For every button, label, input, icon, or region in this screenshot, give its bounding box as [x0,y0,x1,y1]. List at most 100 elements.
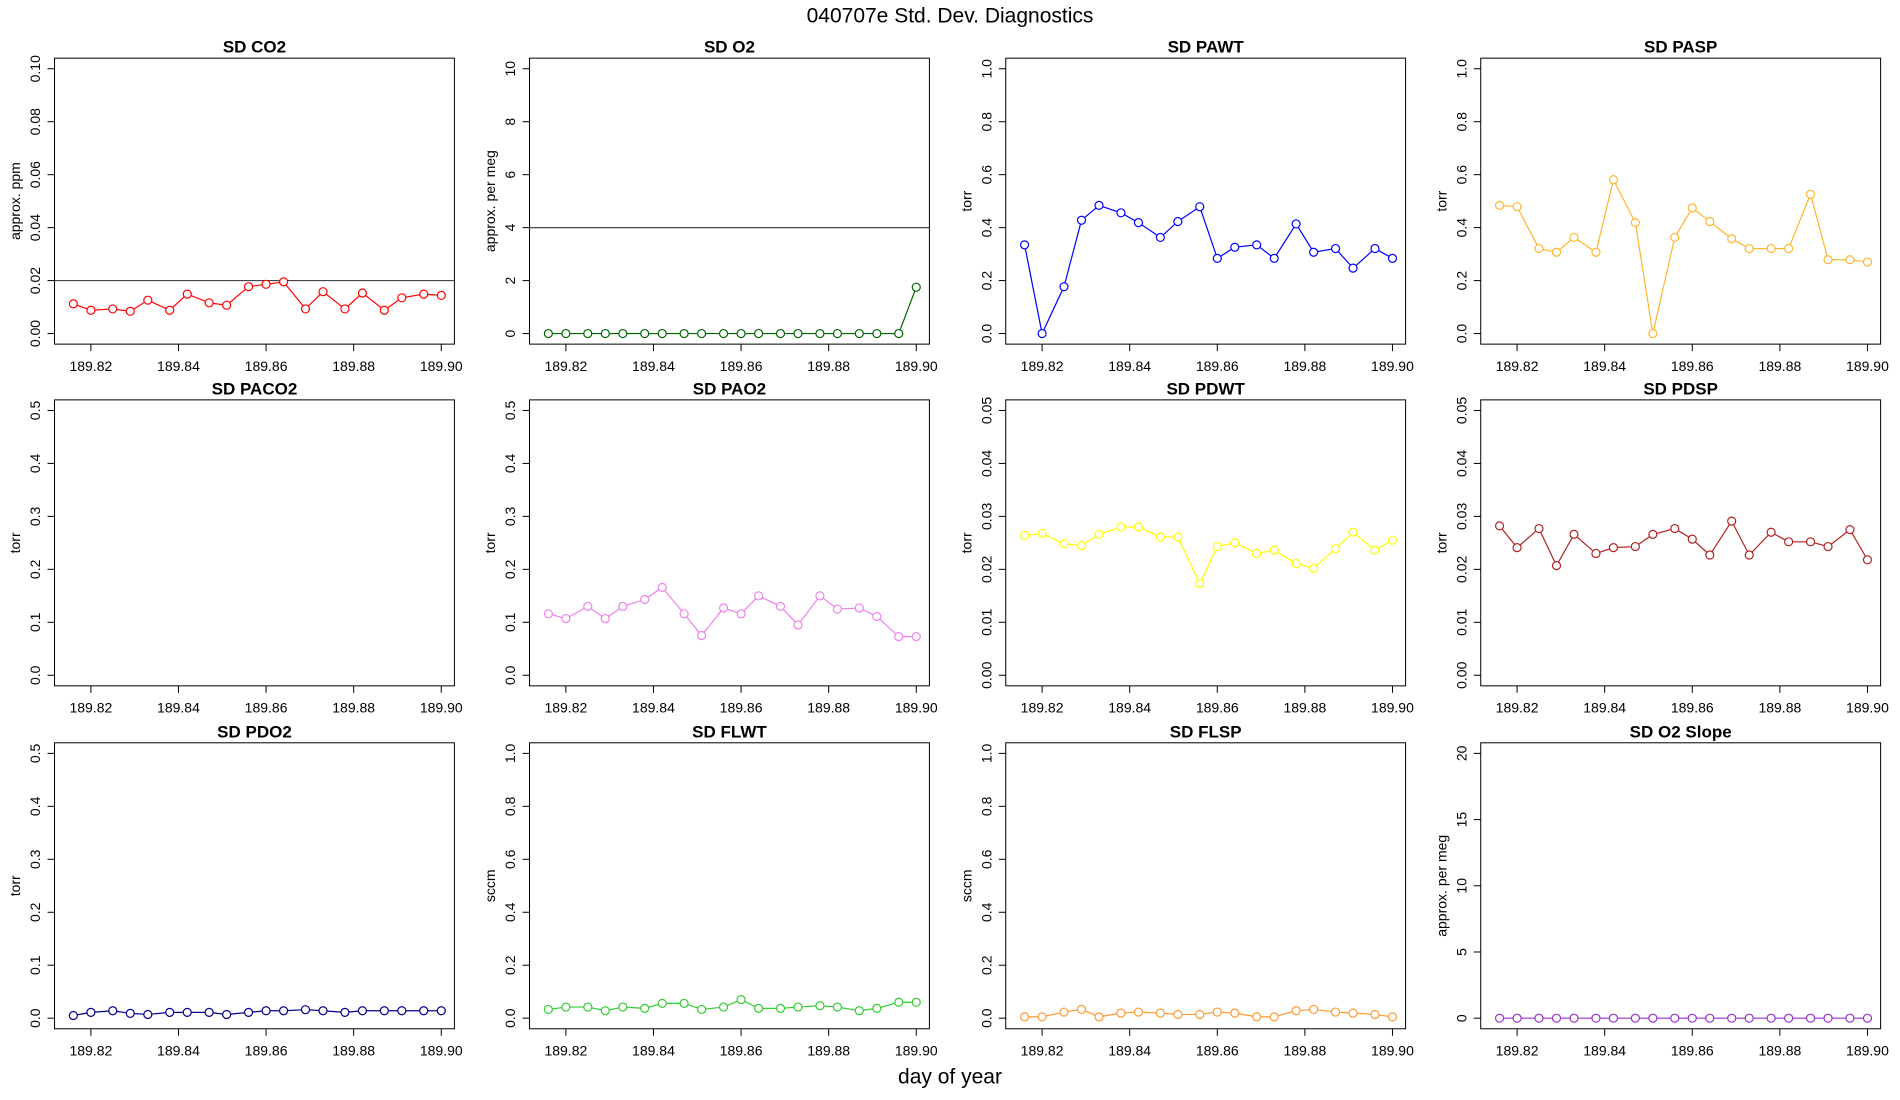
data-point [1076,540,1087,551]
data-point [1687,203,1697,213]
data-point [561,1002,571,1012]
data-point [1494,200,1505,210]
data-point [1512,202,1522,212]
y-tick-label: 0.03 [978,503,994,530]
y-tick-label: 0.4 [27,796,43,816]
y-tick-label: 0.02 [1453,555,1469,582]
data-point [1348,1008,1358,1018]
data-point [300,304,311,314]
data-point [1212,253,1222,263]
panel-title: SD O2 Slope [1630,722,1732,741]
data-point [1195,1009,1205,1020]
data-point [872,611,882,622]
data-point [1494,1013,1505,1023]
data-point [1569,232,1579,243]
data-point [1370,243,1380,254]
x-tick-label: 189.86 [1196,1042,1239,1058]
panel-title: SD PAWT [1168,38,1245,57]
data-point [894,631,904,642]
y-axis-label: approx. ppm [7,162,23,240]
data-point [815,328,825,339]
y-tick-label: 0.0 [978,1008,994,1028]
y-tick-label: 0.1 [27,612,43,632]
y-tick-label: 0.04 [1453,450,1469,477]
data-point [1648,328,1658,339]
panel-title: SD PDSP [1643,379,1718,398]
data-point [243,1007,254,1017]
x-tick-label: 189.84 [1583,358,1626,374]
plot-frame [1005,399,1407,687]
data-point [300,1005,311,1015]
data-point [854,603,864,613]
panel-title: SD PACO2 [212,379,298,398]
data-point [1569,1013,1579,1023]
data-point [1019,530,1030,541]
data-point [583,1002,593,1012]
data-point [1059,282,1069,292]
data-point [1269,545,1279,555]
data-point [543,1004,553,1015]
y-tick-label: 4 [502,224,518,232]
plot-frame [529,399,930,687]
data-point [832,328,843,339]
data-point [697,328,707,339]
data-point [1551,1013,1562,1023]
y-tick-label: 0.00 [978,661,994,688]
data-point [894,328,904,339]
plot-frame [1005,742,1407,1030]
y-tick-label: 0.6 [978,165,994,185]
y-tick-label: 0.0 [27,1008,43,1028]
y-tick-label: 0.3 [502,506,518,526]
data-point [1551,247,1562,257]
x-tick-label: 189.90 [1846,358,1889,374]
x-tick-label: 189.84 [157,1042,200,1058]
data-point [1727,1013,1737,1023]
y-tick-label: 0.05 [1453,397,1469,424]
y-tick-label: 15 [1453,812,1469,828]
y-tick-label: 2 [502,276,518,284]
data-point [815,1001,825,1011]
data-point [753,328,764,339]
data-point [1173,532,1183,542]
x-tick-label: 189.88 [1758,700,1801,716]
y-tick-label: 0.01 [1453,608,1469,635]
data-point [543,609,553,619]
y-tick-label: 20 [1453,745,1469,761]
y-tick-label: 0.2 [978,271,994,291]
data-point [679,328,689,339]
y-tick-label: 6 [502,171,518,179]
data-point [357,1006,368,1016]
data-point [1805,189,1816,199]
data-point [1823,541,1833,552]
x-tick-label: 189.88 [1283,1042,1326,1058]
data-point [125,1008,135,1019]
y-axis-label: torr [958,532,974,553]
plot-frame [529,742,930,1030]
data-point [753,1003,764,1013]
x-tick-label: 189.88 [1283,358,1326,374]
data-point [68,299,78,309]
plot-frame [1005,57,1407,345]
data-point [1591,247,1601,257]
data-point [108,304,118,314]
data-point [1155,532,1165,542]
x-tick-label: 189.86 [1196,700,1239,716]
data-point [1059,1007,1069,1017]
data-point [1370,1009,1380,1020]
data-point [1348,527,1358,537]
y-tick-label: 0.1 [502,612,518,632]
x-tick-label: 189.88 [332,700,375,716]
x-tick-label: 189.82 [544,700,587,716]
y-axis-label: torr [7,875,23,896]
data-point [618,328,628,339]
plot-frame [54,57,455,345]
x-tick-label: 189.90 [420,358,463,374]
plot-frame [54,399,455,687]
x-tick-label: 189.88 [332,358,375,374]
data-point [736,995,746,1005]
x-tick-label: 189.86 [720,700,763,716]
data-point [436,1006,446,1016]
data-point [1116,522,1126,532]
data-point [243,282,254,292]
data-point [832,1002,843,1012]
